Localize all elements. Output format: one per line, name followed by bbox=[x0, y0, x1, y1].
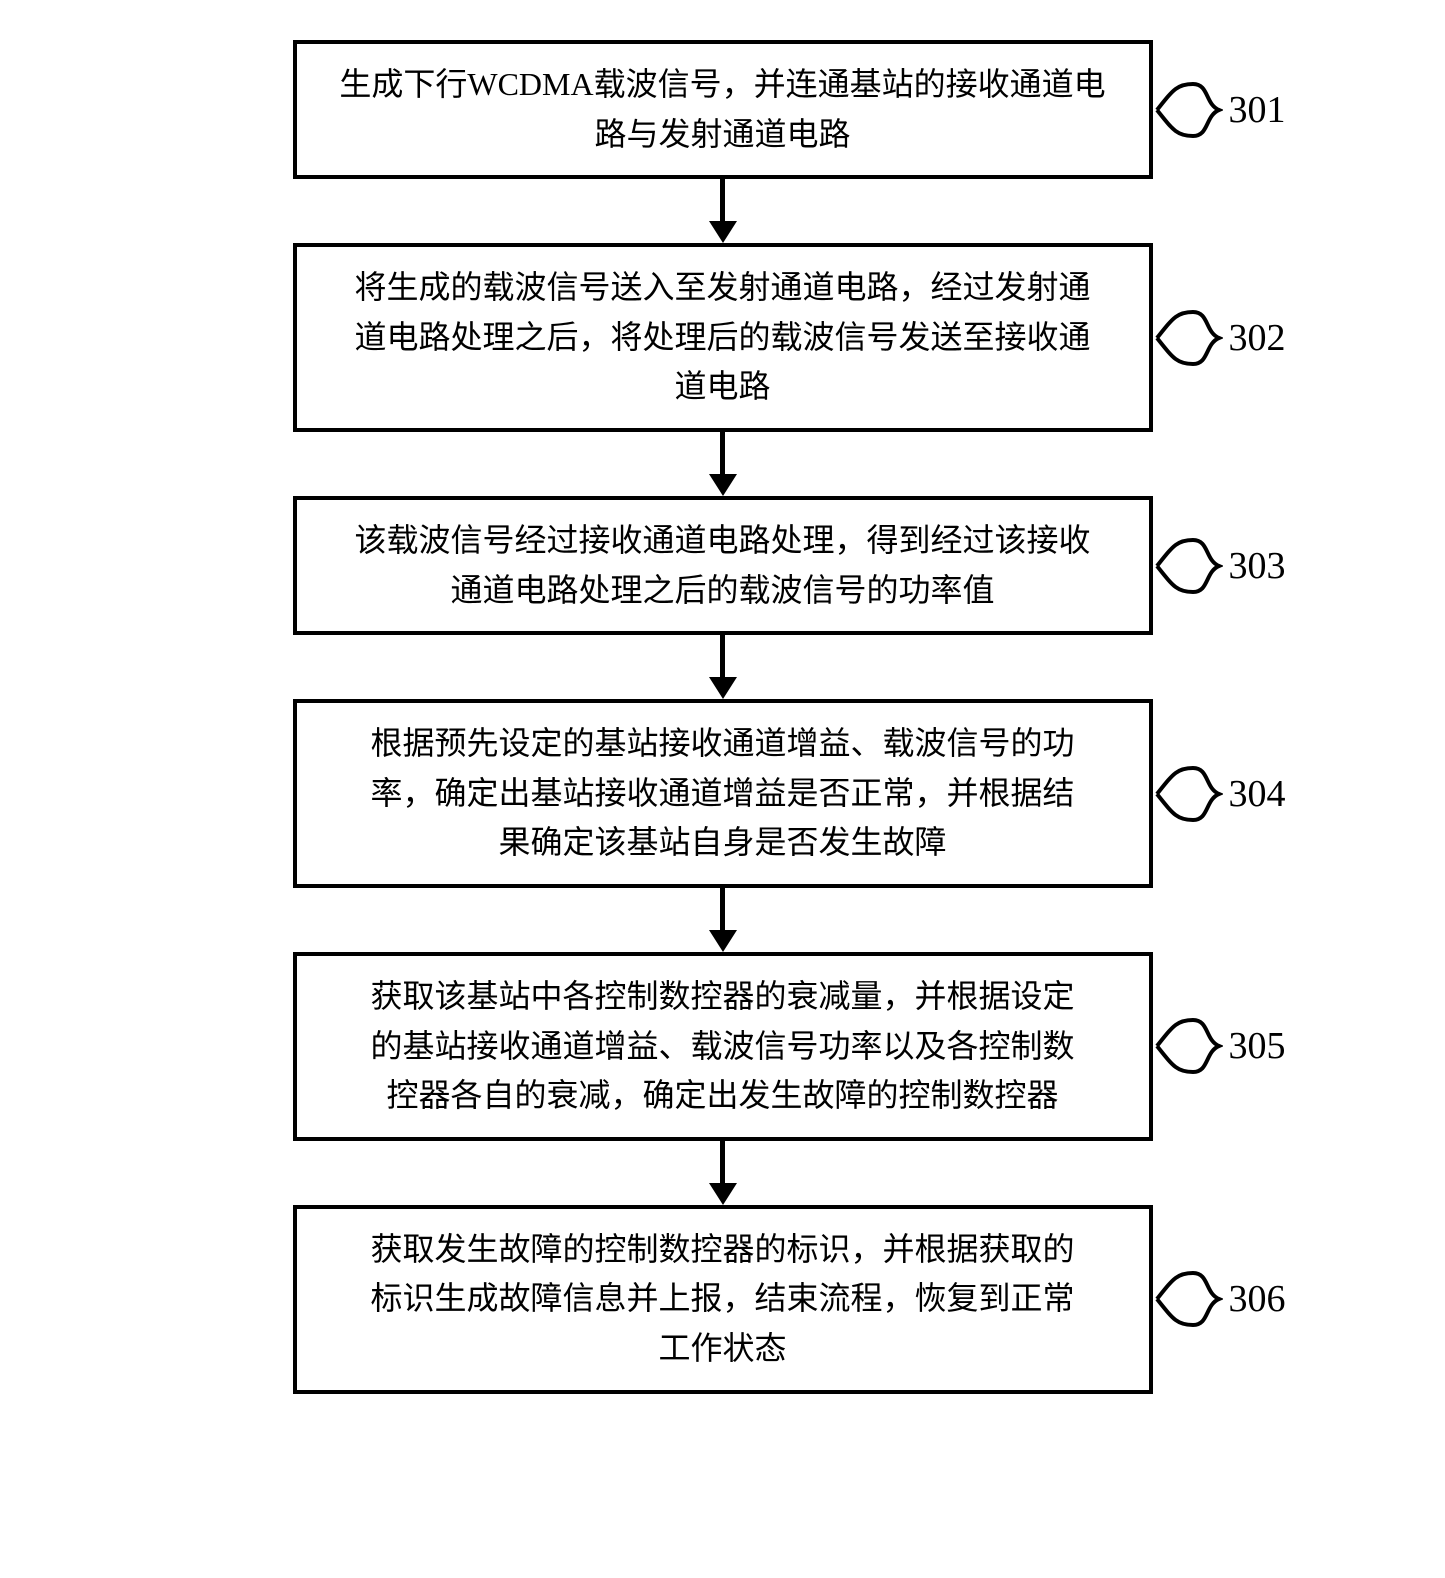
step-305-box: 获取该基站中各控制数控器的衰减量，并根据设定的基站接收通道增益、载波信号功率以及… bbox=[293, 952, 1153, 1141]
arrow-head-icon bbox=[709, 474, 737, 496]
step-text-line: 该载波信号经过接收通道电路处理，得到经过该接收 bbox=[319, 516, 1127, 566]
step-label: 304 bbox=[1153, 762, 1286, 826]
flow-row: 根据预先设定的基站接收通道增益、载波信号的功率，确定出基站接收通道增益是否正常，… bbox=[123, 699, 1323, 888]
step-text-line: 控器各自的衰减，确定出发生故障的控制数控器 bbox=[319, 1071, 1127, 1121]
flow-row: 生成下行WCDMA载波信号，并连通基站的接收通道电路与发射通道电路 301 bbox=[123, 40, 1323, 179]
step-303-box: 该载波信号经过接收通道电路处理，得到经过该接收通道电路处理之后的载波信号的功率值 bbox=[293, 496, 1153, 635]
step-label: 303 bbox=[1153, 534, 1286, 598]
flow-arrow bbox=[709, 635, 737, 699]
step-text-line: 生成下行WCDMA载波信号，并连通基站的接收通道电 bbox=[319, 60, 1127, 110]
step-label: 302 bbox=[1153, 306, 1286, 370]
flow-row: 该载波信号经过接收通道电路处理，得到经过该接收通道电路处理之后的载波信号的功率值… bbox=[123, 496, 1323, 635]
step-text-line: 道电路处理之后，将处理后的载波信号发送至接收通 bbox=[319, 313, 1127, 363]
flow-row: 获取该基站中各控制数控器的衰减量，并根据设定的基站接收通道增益、载波信号功率以及… bbox=[123, 952, 1323, 1141]
flow-arrow bbox=[709, 179, 737, 243]
step-number: 306 bbox=[1229, 1277, 1286, 1321]
step-301-box: 生成下行WCDMA载波信号，并连通基站的接收通道电路与发射通道电路 bbox=[293, 40, 1153, 179]
step-text-line: 获取发生故障的控制数控器的标识，并根据获取的 bbox=[319, 1225, 1127, 1275]
brace-icon bbox=[1153, 534, 1223, 598]
arrow-shaft bbox=[720, 179, 725, 221]
arrow-head-icon bbox=[709, 930, 737, 952]
arrow-shaft bbox=[720, 635, 725, 677]
step-text-line: 获取该基站中各控制数控器的衰减量，并根据设定 bbox=[319, 972, 1127, 1022]
step-text-line: 将生成的载波信号送入至发射通道电路，经过发射通 bbox=[319, 263, 1127, 313]
brace-icon bbox=[1153, 306, 1223, 370]
step-text-line: 路与发射通道电路 bbox=[319, 110, 1127, 160]
step-text-line: 根据预先设定的基站接收通道增益、载波信号的功 bbox=[319, 719, 1127, 769]
step-number: 302 bbox=[1229, 316, 1286, 360]
flowchart-container: 生成下行WCDMA载波信号，并连通基站的接收通道电路与发射通道电路 301 将生成的… bbox=[123, 40, 1323, 1394]
brace-icon bbox=[1153, 1014, 1223, 1078]
step-306-box: 获取发生故障的控制数控器的标识，并根据获取的标识生成故障信息并上报，结束流程，恢… bbox=[293, 1205, 1153, 1394]
flow-row: 将生成的载波信号送入至发射通道电路，经过发射通道电路处理之后，将处理后的载波信号… bbox=[123, 243, 1323, 432]
step-text-line: 果确定该基站自身是否发生故障 bbox=[319, 818, 1127, 868]
arrow-shaft bbox=[720, 1141, 725, 1183]
step-text-line: 的基站接收通道增益、载波信号功率以及各控制数 bbox=[319, 1022, 1127, 1072]
flow-arrow bbox=[709, 432, 737, 496]
arrow-shaft bbox=[720, 432, 725, 474]
step-304-box: 根据预先设定的基站接收通道增益、载波信号的功率，确定出基站接收通道增益是否正常，… bbox=[293, 699, 1153, 888]
step-number: 301 bbox=[1229, 88, 1286, 132]
brace-icon bbox=[1153, 1267, 1223, 1331]
arrow-head-icon bbox=[709, 677, 737, 699]
arrow-shaft bbox=[720, 888, 725, 930]
flow-arrow bbox=[709, 888, 737, 952]
step-text-line: 标识生成故障信息并上报，结束流程，恢复到正常 bbox=[319, 1274, 1127, 1324]
step-number: 303 bbox=[1229, 544, 1286, 588]
step-text-line: 工作状态 bbox=[319, 1324, 1127, 1374]
step-label: 306 bbox=[1153, 1267, 1286, 1331]
step-302-box: 将生成的载波信号送入至发射通道电路，经过发射通道电路处理之后，将处理后的载波信号… bbox=[293, 243, 1153, 432]
step-text-line: 道电路 bbox=[319, 362, 1127, 412]
arrow-head-icon bbox=[709, 221, 737, 243]
brace-icon bbox=[1153, 762, 1223, 826]
step-label: 305 bbox=[1153, 1014, 1286, 1078]
brace-icon bbox=[1153, 78, 1223, 142]
step-text-line: 率，确定出基站接收通道增益是否正常，并根据结 bbox=[319, 769, 1127, 819]
step-number: 305 bbox=[1229, 1024, 1286, 1068]
step-text-line: 通道电路处理之后的载波信号的功率值 bbox=[319, 566, 1127, 616]
flow-arrow bbox=[709, 1141, 737, 1205]
step-label: 301 bbox=[1153, 78, 1286, 142]
step-number: 304 bbox=[1229, 772, 1286, 816]
flow-row: 获取发生故障的控制数控器的标识，并根据获取的标识生成故障信息并上报，结束流程，恢… bbox=[123, 1205, 1323, 1394]
arrow-head-icon bbox=[709, 1183, 737, 1205]
